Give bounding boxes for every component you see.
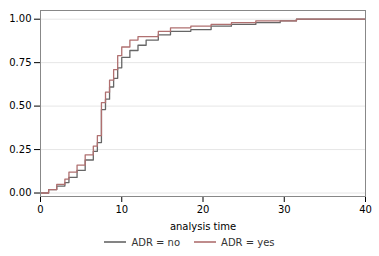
svg-text:0.50: 0.50 — [9, 100, 31, 111]
svg-text:0.00: 0.00 — [9, 187, 31, 198]
svg-text:0.25: 0.25 — [9, 144, 31, 155]
html-text:ADR = yes: ADR = yes — [221, 236, 275, 248]
svg-text:1.00: 1.00 — [9, 13, 31, 24]
html-text:ADR = no: ADR = no — [131, 236, 181, 248]
svg-text:20: 20 — [197, 204, 210, 215]
svg-text:10: 10 — [115, 204, 128, 215]
svg-text:analysis time: analysis time — [170, 221, 236, 232]
svg-text:40: 40 — [359, 204, 372, 215]
svg-text:0.75: 0.75 — [9, 57, 31, 68]
svg-text:0: 0 — [37, 204, 43, 215]
svg-text:30: 30 — [278, 204, 291, 215]
